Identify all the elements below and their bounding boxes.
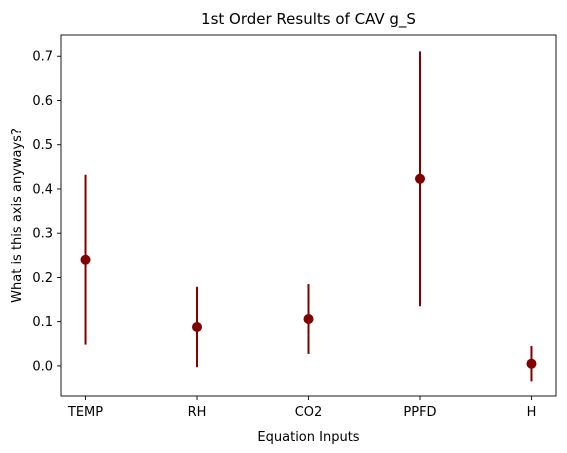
y-tick-label: 0.7 <box>32 50 53 65</box>
x-axis-label: Equation Inputs <box>257 430 359 445</box>
data-point <box>414 173 425 184</box>
data-marks <box>80 51 537 382</box>
x-tick-label: PPFD <box>403 405 436 420</box>
y-tick-label: 0.4 <box>32 182 53 197</box>
y-tick-label: 0.6 <box>32 94 53 109</box>
plot-area: 0.0 0.1 0.2 0.3 0.4 0.5 0.6 0.7 TEMP RH CO2 PPFD H <box>32 34 557 420</box>
y-tick-label: 0.1 <box>32 315 53 330</box>
y-tick-label: 0.2 <box>32 271 53 286</box>
x-tick-label: RH <box>188 405 207 420</box>
data-point <box>526 358 537 369</box>
x-tick-label: H <box>527 405 537 420</box>
data-point <box>303 314 314 325</box>
x-tick-label: TEMP <box>67 405 103 420</box>
chart-title: 1st Order Results of CAV g_S <box>201 10 416 29</box>
y-tick-label: 0.3 <box>32 227 53 242</box>
x-tick-label: CO2 <box>295 405 323 420</box>
data-point <box>80 254 91 265</box>
y-tick-label: 0.0 <box>32 359 53 374</box>
y-axis-label: What is this axis anyways? <box>10 128 25 303</box>
y-tick-label: 0.5 <box>32 138 53 153</box>
data-point <box>192 321 203 332</box>
